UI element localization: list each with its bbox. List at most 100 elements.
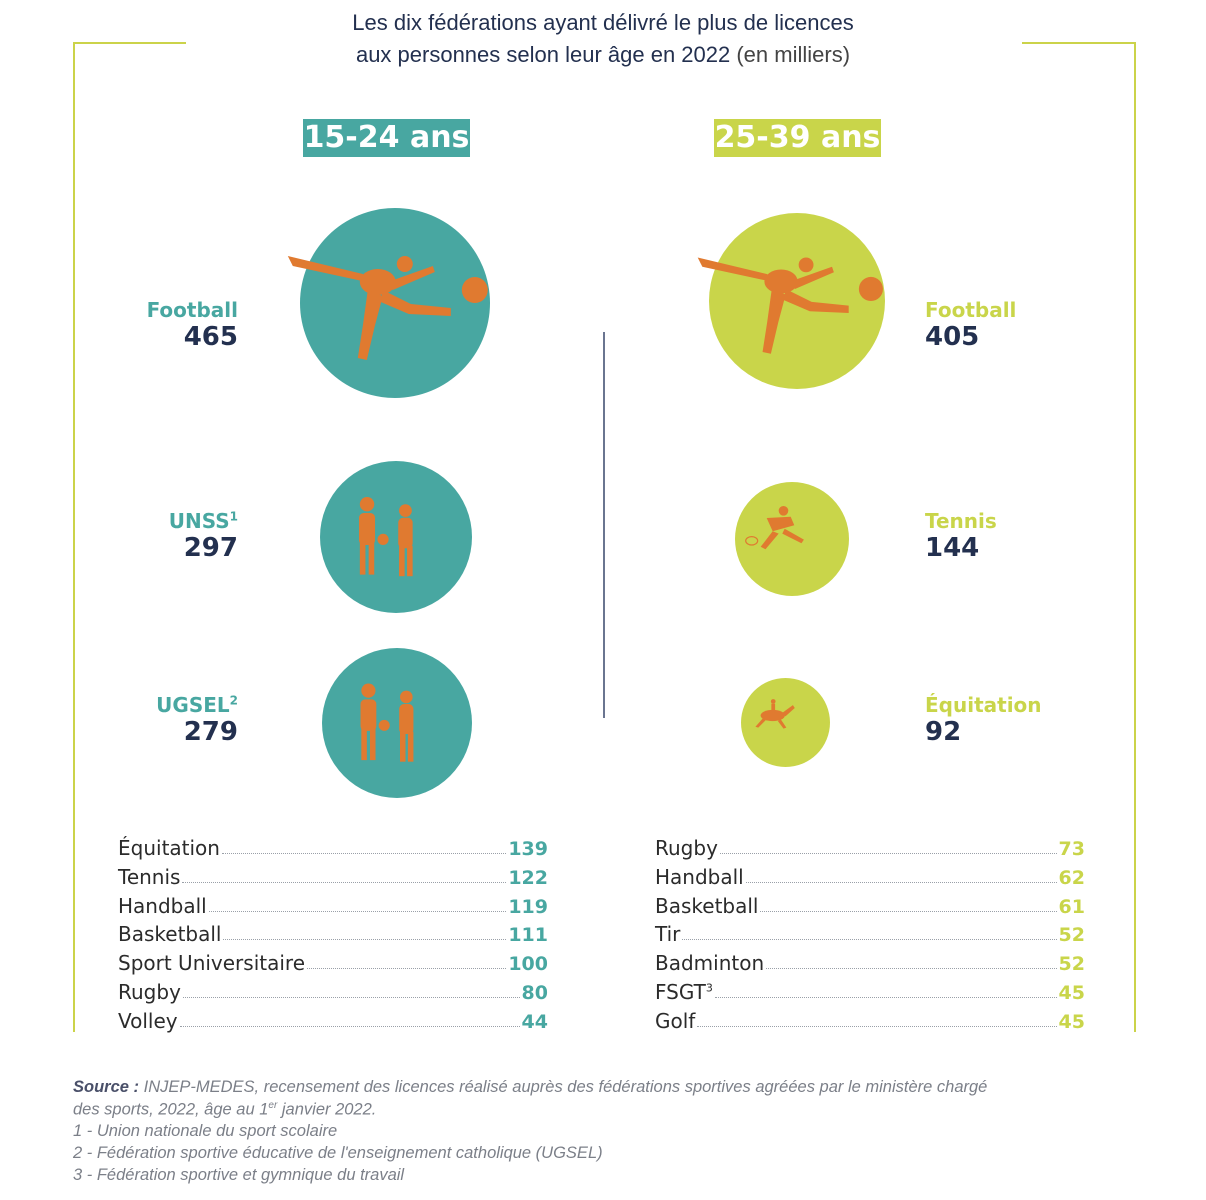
fed-name-football-25-39: Football [925, 298, 1017, 322]
leader-dots [182, 997, 520, 998]
unss-note: 1 [229, 509, 238, 524]
list-item: Basketball 61 [655, 890, 1085, 918]
horse-rider-icon [755, 699, 795, 729]
footnote-3: 3 - Fédération sportive et gymnique du t… [73, 1166, 405, 1184]
footnote-2: 2 - Fédération sportive éducative de l'e… [73, 1144, 603, 1162]
list-item-name: Sport Universitaire [118, 951, 306, 976]
list-item: FSGT3 45 [655, 976, 1085, 1004]
frame-right [1134, 42, 1136, 1032]
leader-dots [182, 881, 507, 883]
title-line-2-text: aux personnes selon leur âge en 2022 [355, 42, 731, 67]
list-item-value: 122 [508, 866, 548, 889]
ugsel-note: 2 [229, 693, 238, 708]
source-line-1: Source : INJEP-MEDES, recensement des li… [73, 1078, 987, 1097]
list-item-value: 111 [508, 924, 548, 947]
list-item-value: 139 [508, 838, 548, 860]
leader-dots [223, 939, 507, 941]
list-item-value: 45 [1058, 1010, 1085, 1033]
leader-dots [307, 968, 507, 970]
list-item: Golf 45 [655, 1005, 1085, 1033]
list-item: Volley 44 [118, 1005, 548, 1033]
list-item-name: Handball [655, 864, 744, 889]
tennis-player-icon [745, 506, 804, 550]
football-player-icon [287, 256, 488, 360]
list-item-name: Tir [655, 922, 681, 947]
list-item-value: 100 [508, 953, 548, 976]
leader-dots [682, 939, 1057, 941]
leader-dots [760, 910, 1057, 912]
source-text-2sup: er [268, 1100, 278, 1111]
list-item-value: 52 [1058, 924, 1085, 947]
list-item: Rugby 73 [655, 832, 1085, 860]
football-player-icon [697, 257, 883, 354]
fed-value-ugsel-15-24: 279 [183, 717, 238, 747]
list-item: Équitation 139 [118, 832, 548, 860]
title-line-2: aux personnes selon leur âge en 2022 (en… [0, 42, 1206, 68]
list-item-value: 44 [521, 1010, 548, 1033]
list-item-name: Rugby [655, 836, 718, 860]
list-item-value: 80 [521, 982, 548, 1004]
leader-dots [714, 997, 1057, 998]
footnote-1: 1 - Union nationale du sport scolaire [73, 1122, 338, 1140]
bubble-unss-15-24 [320, 461, 472, 613]
list-item-name: Basketball [118, 922, 222, 947]
bubble-ugsel-15-24 [322, 648, 472, 798]
fed-name-equitation-25-39: Équitation [925, 693, 1042, 717]
list-item-name: Basketball [655, 893, 759, 918]
fed-value-unss-15-24: 297 [183, 533, 238, 563]
ugsel-label: UGSEL [156, 693, 230, 717]
source-text-2a: des sports, 2022, âge au 1 [73, 1100, 269, 1119]
school-sport-kids-icon [359, 497, 413, 577]
list-item-name: Handball [118, 893, 207, 918]
school-sport-kids-icon [360, 683, 414, 762]
source-label: Source : [73, 1078, 140, 1096]
footer-notes: Source : INJEP-MEDES, recensement des li… [73, 1078, 1153, 1193]
frame-left [73, 42, 75, 1032]
leader-dots [697, 1025, 1057, 1027]
leader-dots [179, 1025, 520, 1027]
bubble-football-25-39 [697, 213, 885, 389]
unss-label: UNSS [168, 509, 230, 533]
fed-value-equitation-25-39: 92 [925, 717, 962, 747]
list-item: Handball 62 [655, 861, 1085, 889]
list-item-note: 3 [705, 981, 713, 995]
source-text-2b: janvier 2022. [277, 1100, 377, 1119]
list-item-value: 45 [1058, 982, 1085, 1004]
center-divider [603, 332, 605, 718]
list-item-value: 52 [1058, 953, 1085, 976]
list-item: Sport Universitaire 100 [118, 947, 548, 975]
title-line-1: Les dix fédérations ayant délivré le plu… [352, 10, 854, 35]
fed-value-tennis-25-39: 144 [925, 533, 980, 563]
list-item: Rugby 80 [118, 976, 548, 1004]
leader-dots [766, 968, 1057, 970]
list-item-name: Tennis [118, 864, 181, 889]
list-item-value: 61 [1058, 895, 1085, 918]
leader-dots [719, 853, 1057, 854]
list-item: Tir 52 [655, 918, 1085, 946]
list-item-name: Rugby [118, 980, 181, 1004]
list-item: Badminton 52 [655, 947, 1085, 975]
list-item-value: 119 [508, 895, 548, 918]
age-badge-15-24: 15-24 ans [303, 119, 470, 157]
list-item-name: FSGT3 [655, 980, 713, 1004]
list-item-name: Badminton [655, 951, 765, 976]
bubble-tennis-25-39 [735, 482, 849, 596]
frame-top-right [1022, 42, 1136, 44]
leader-dots [221, 853, 507, 854]
leader-dots [745, 881, 1057, 883]
list-item-value: 73 [1058, 838, 1085, 860]
title-unit: (en milliers) [736, 42, 851, 67]
source-text-1: INJEP-MEDES, recensement des licences ré… [143, 1078, 988, 1096]
list-item: Handball 119 [118, 890, 548, 918]
list-item: Tennis 122 [118, 861, 548, 889]
source-line-2: des sports, 2022, âge au 1er janvier 202… [73, 1100, 376, 1120]
fed-value-football-25-39: 405 [925, 322, 980, 352]
frame-top-left [73, 42, 186, 44]
fed-name-ugsel-15-24: UGSEL2 [100, 693, 238, 717]
fed-name-football-15-24: Football [146, 298, 238, 322]
fed-name-unss-15-24: UNSS1 [100, 509, 238, 533]
age-badge-25-39: 25-39 ans [714, 119, 881, 157]
bubble-football-15-24 [287, 208, 490, 398]
fed-name-tennis-25-39: Tennis [925, 509, 997, 533]
list-item-name: Golf [655, 1008, 696, 1033]
